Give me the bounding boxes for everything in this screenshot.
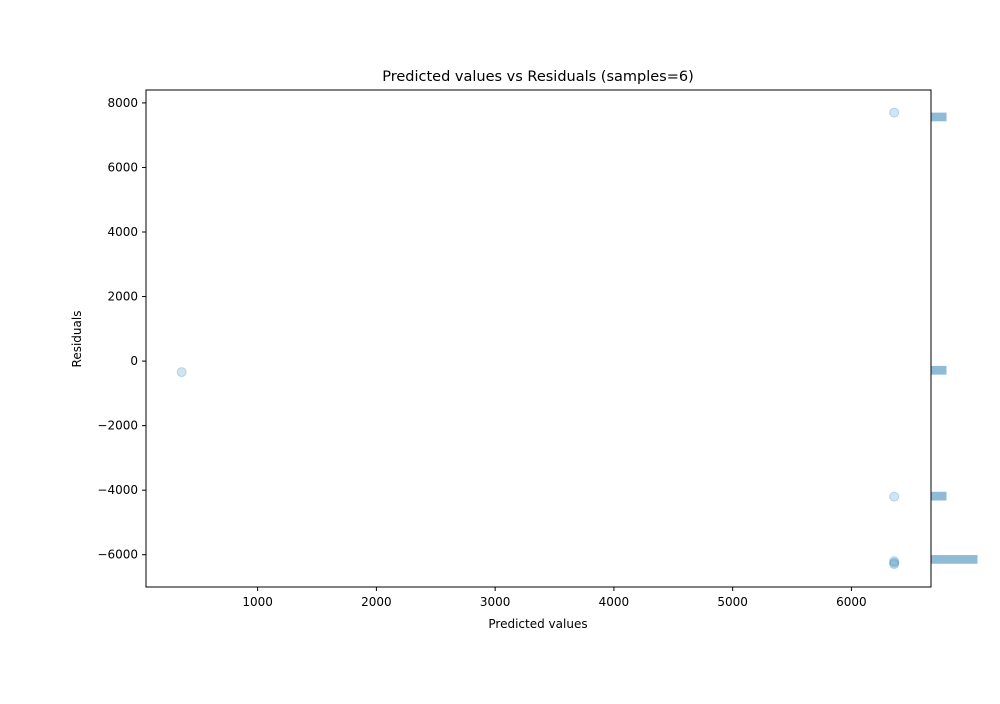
scatter-point (889, 559, 900, 570)
y-tick-label: 4000 (107, 225, 138, 239)
x-axis-label: Predicted values (488, 617, 587, 631)
x-tick-label: 5000 (717, 595, 748, 609)
y-tick-label: 0 (130, 354, 138, 368)
x-axis-ticks: 1000 2000 3000 4000 5000 6000 (242, 587, 867, 609)
y-tick-label: −6000 (97, 548, 138, 562)
marginal-histogram (931, 112, 978, 564)
histogram-bar (931, 365, 947, 375)
histogram-bar (931, 555, 978, 564)
chart-title: Predicted values vs Residuals (samples=6… (382, 69, 694, 85)
y-tick-label: 2000 (107, 290, 138, 304)
scatter-point (889, 107, 900, 118)
y-axis-label: Residuals (70, 311, 84, 368)
scatter-points (176, 107, 900, 570)
x-tick-label: 4000 (599, 595, 630, 609)
y-tick-label: −4000 (97, 483, 138, 497)
scatter-point (889, 556, 900, 567)
scatter-point (889, 557, 900, 568)
histogram-bar (931, 491, 947, 501)
x-tick-label: 2000 (361, 595, 392, 609)
y-tick-label: −2000 (97, 419, 138, 433)
x-tick-label: 1000 (242, 595, 273, 609)
x-tick-label: 3000 (480, 595, 511, 609)
histogram-bar (931, 112, 947, 122)
plot-area-frame (145, 89, 932, 588)
x-tick-label: 6000 (836, 595, 867, 609)
y-axis-ticks: −6000 −4000 −2000 0 2000 4000 6000 8000 (97, 96, 146, 562)
y-tick-label: 6000 (107, 160, 138, 174)
y-tick-label: 8000 (107, 96, 138, 110)
scatter-point (176, 367, 187, 378)
scatter-point (889, 491, 900, 502)
